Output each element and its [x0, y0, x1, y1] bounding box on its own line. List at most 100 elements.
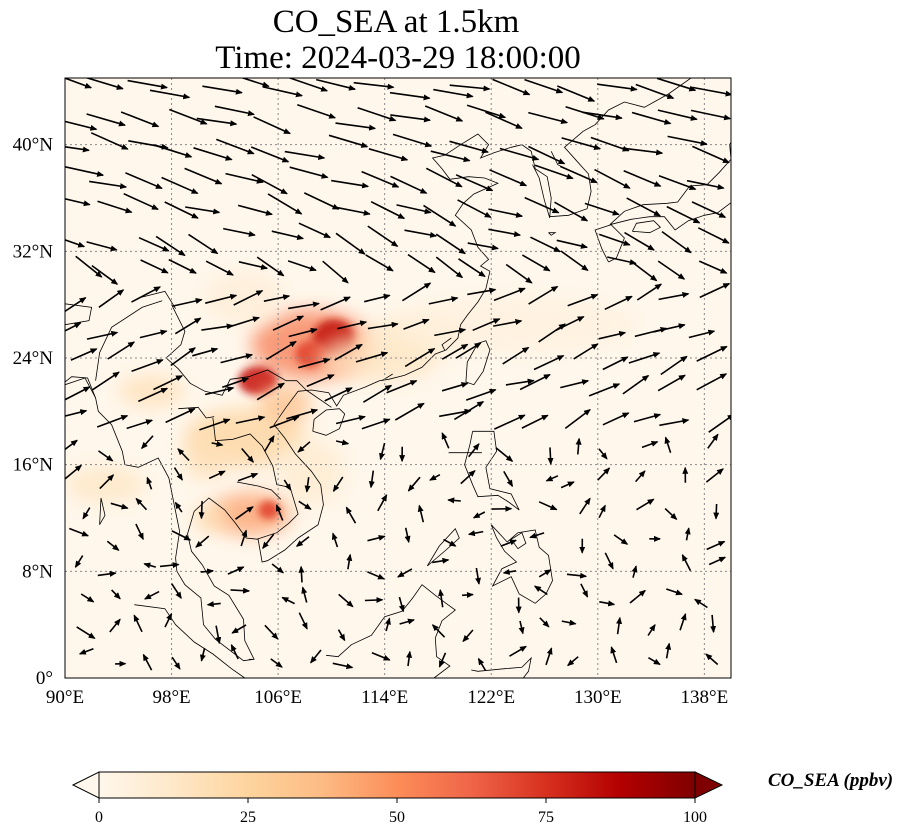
coastline — [548, 232, 557, 236]
wind-arrow — [698, 260, 728, 274]
wind-arrow — [545, 647, 553, 666]
wind-arrow — [455, 174, 494, 192]
wind-arrow — [338, 593, 354, 608]
wind-arrow — [233, 289, 264, 306]
wind-arrow — [205, 386, 235, 396]
wind-arrow — [328, 134, 369, 148]
wind-arrow — [331, 532, 339, 548]
wind-arrow — [289, 78, 329, 92]
wind-arrow — [438, 652, 447, 668]
wind-arrow — [397, 568, 413, 578]
wind-arrow — [133, 614, 143, 633]
wind-arrow — [230, 587, 251, 594]
wind-arrow — [65, 322, 82, 332]
wind-arrow — [334, 343, 363, 361]
wind-arrow — [337, 629, 346, 642]
wind-arrow — [250, 146, 290, 163]
wind-arrow — [345, 506, 357, 524]
wind-arrow — [196, 117, 238, 127]
wind-arrow — [74, 555, 84, 568]
wind-arrow — [560, 481, 575, 489]
wind-arrow — [633, 413, 662, 423]
colorbar-ticks: 0 25 50 75 100 — [95, 798, 707, 826]
wind-arrow — [332, 476, 344, 493]
wind-arrow — [140, 259, 169, 274]
wind-arrow — [467, 530, 484, 537]
wind-arrow — [602, 412, 630, 426]
wind-arrow — [199, 647, 206, 662]
co-plume — [118, 375, 185, 408]
wind-arrow — [462, 591, 474, 598]
wind-arrow — [465, 388, 497, 401]
wind-arrow — [263, 435, 275, 452]
wind-arrow — [598, 233, 631, 246]
wind-arrow — [567, 293, 599, 307]
wind-arrow — [310, 649, 322, 664]
wind-arrow — [624, 231, 655, 251]
wind-arrow — [533, 585, 548, 596]
wind-arrow — [696, 345, 728, 362]
wind-arrow — [443, 538, 457, 547]
wind-arrow — [468, 443, 480, 458]
wind-arrow — [379, 442, 386, 461]
wind-arrow — [594, 168, 631, 189]
wind-arrow — [353, 81, 395, 90]
wind-arrow — [275, 504, 284, 521]
latitude-tick-label: 0° — [36, 668, 53, 689]
wind-arrow — [144, 590, 160, 600]
wind-arrow — [636, 283, 663, 301]
wind-arrow — [172, 297, 203, 307]
wind-arrow — [657, 260, 686, 280]
wind-arrow — [267, 193, 303, 215]
wind-arrow — [86, 113, 126, 127]
wind-arrow — [665, 642, 672, 659]
coastline — [441, 337, 452, 351]
wind-arrow — [69, 527, 90, 537]
wind-arrow — [696, 373, 728, 391]
wind-arrow — [110, 502, 129, 510]
wind-arrow — [125, 172, 163, 190]
wind-arrow — [237, 472, 259, 482]
wind-arrow — [205, 293, 238, 304]
coastline — [312, 408, 346, 436]
wind-arrow — [385, 617, 391, 632]
wind-arrow — [98, 450, 114, 462]
wind-arrow — [65, 78, 93, 89]
coastline — [134, 604, 246, 678]
wind-arrow — [164, 612, 173, 628]
wind-arrow — [661, 230, 692, 254]
wind-arrow — [488, 228, 522, 237]
wind-arrow — [528, 145, 566, 165]
wind-arrow — [636, 498, 655, 511]
wind-arrow — [195, 535, 210, 548]
wind-arrow — [407, 476, 421, 492]
wind-arrow — [604, 552, 614, 570]
latitude-tick-label: 8°N — [22, 561, 53, 582]
wind-arrow — [200, 568, 215, 575]
wind-arrow — [173, 467, 183, 481]
wind-arrow — [710, 614, 717, 634]
wind-arrow — [120, 111, 160, 128]
wind-arrow — [303, 192, 340, 210]
wind-arrow — [377, 494, 388, 512]
wind-arrow — [227, 316, 260, 329]
wind-arrow — [404, 347, 436, 368]
wind-arrow — [70, 348, 98, 361]
wind-arrow — [530, 236, 561, 253]
wind-arrow — [547, 447, 554, 465]
longitude-ticks: 90°E 98°E 106°E 114°E 122°E 130°E 138°E — [46, 687, 728, 708]
wind-arrow — [241, 447, 254, 463]
longitude-tick-label: 122°E — [467, 687, 515, 708]
wind-arrow — [492, 78, 531, 96]
wind-arrow — [560, 379, 590, 389]
wind-arrow — [455, 342, 482, 359]
wind-arrow — [262, 533, 275, 549]
coastline — [471, 656, 532, 678]
wind-arrow — [658, 175, 697, 191]
wind-arrow — [582, 111, 623, 121]
wind-arrow — [78, 647, 94, 655]
colorbar: 0 25 50 75 100 — [71, 771, 724, 826]
wind-arrow — [367, 321, 399, 330]
wind-arrow — [107, 341, 136, 360]
colorbar-tick-label: 25 — [240, 809, 256, 826]
